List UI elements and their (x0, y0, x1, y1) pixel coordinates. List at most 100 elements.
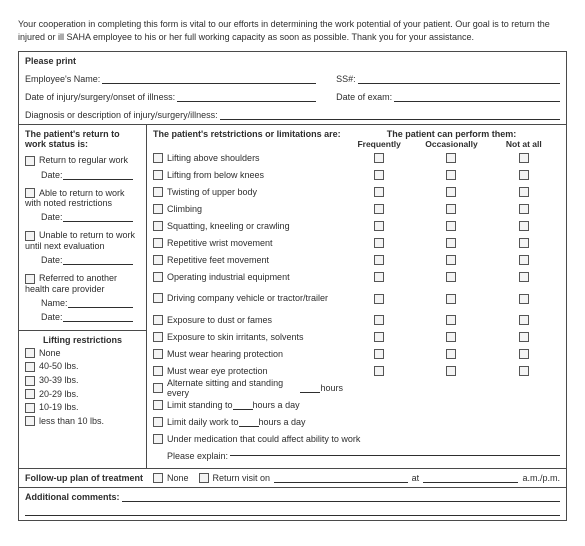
ssn-input[interactable] (358, 83, 560, 84)
lift-label: None (39, 348, 61, 358)
restriction-cb[interactable] (153, 332, 163, 342)
restriction-cb[interactable] (153, 204, 163, 214)
perf-cb[interactable] (374, 187, 384, 197)
restriction-cb[interactable] (153, 349, 163, 359)
perf-cell (488, 152, 560, 163)
perf-cb[interactable] (446, 332, 456, 342)
perf-cb[interactable] (446, 221, 456, 231)
perf-cb[interactable] (519, 366, 529, 376)
perf-cb[interactable] (446, 366, 456, 376)
status-label: Able to return to work with noted restri… (25, 188, 125, 209)
return-date-input[interactable] (274, 482, 408, 483)
lift-cb-2[interactable] (25, 376, 35, 386)
perf-cb[interactable] (519, 349, 529, 359)
perf-cb[interactable] (519, 204, 529, 214)
restriction-cb[interactable] (153, 187, 163, 197)
perf-cb[interactable] (446, 153, 456, 163)
restr-limit-stand: Limit standing to hours a day (153, 396, 560, 413)
intro-text: Your cooperation in completing this form… (18, 18, 567, 43)
perf-cb[interactable] (374, 349, 384, 359)
status-cb-0[interactable] (25, 156, 35, 166)
date-exam-input[interactable] (394, 101, 560, 102)
lift-cb-3[interactable] (25, 389, 35, 399)
restriction-cb[interactable] (153, 238, 163, 248)
perf-cb[interactable] (374, 255, 384, 265)
perf-cb[interactable] (519, 153, 529, 163)
lift-cb-5[interactable] (25, 416, 35, 426)
perf-cb[interactable] (446, 170, 456, 180)
lift-cb-1[interactable] (25, 362, 35, 372)
status-item: Return to regular work Date: (25, 155, 140, 180)
restriction-row: Climbing (153, 200, 560, 217)
perf-cb[interactable] (374, 315, 384, 325)
perf-cb[interactable] (446, 255, 456, 265)
perf-cb[interactable] (374, 294, 384, 304)
perf-cb[interactable] (519, 187, 529, 197)
perf-cb[interactable] (519, 332, 529, 342)
lift-cb-4[interactable] (25, 403, 35, 413)
restriction-cb[interactable] (153, 272, 163, 282)
please-explain-input[interactable] (230, 455, 560, 456)
restr-cb-undermed[interactable] (153, 434, 163, 444)
perf-cb[interactable] (519, 221, 529, 231)
restr-limit-work: Limit daily work to hours a day (153, 413, 560, 430)
restriction-cb[interactable] (153, 366, 163, 376)
perf-cb[interactable] (374, 332, 384, 342)
restriction-cb[interactable] (153, 170, 163, 180)
status-date-input[interactable] (63, 179, 133, 180)
perf-cb[interactable] (519, 238, 529, 248)
followup-return-cb[interactable] (199, 473, 209, 483)
perf-cb[interactable] (519, 170, 529, 180)
restriction-row: Must wear hearing protection (153, 345, 560, 362)
diagnosis-input[interactable] (220, 119, 560, 120)
perf-cb[interactable] (446, 294, 456, 304)
alt-sit-input[interactable] (300, 383, 320, 393)
perf-cell (343, 254, 415, 265)
perf-cb[interactable] (519, 294, 529, 304)
restriction-cb[interactable] (153, 315, 163, 325)
perf-cb[interactable] (446, 238, 456, 248)
restr-cb-limitwork[interactable] (153, 417, 163, 427)
status-cb-1[interactable] (25, 188, 35, 198)
restriction-cb[interactable] (153, 255, 163, 265)
header-section: Please print Employee's Name: SS#: Date … (19, 52, 566, 124)
perf-cb[interactable] (446, 349, 456, 359)
restriction-cb[interactable] (153, 293, 163, 303)
status-date-input[interactable] (63, 264, 133, 265)
return-time-input[interactable] (423, 482, 518, 483)
perf-cb[interactable] (374, 238, 384, 248)
restriction-cb[interactable] (153, 221, 163, 231)
perf-cb[interactable] (446, 187, 456, 197)
perf-cb[interactable] (446, 272, 456, 282)
perf-cb[interactable] (374, 221, 384, 231)
status-cb-2[interactable] (25, 231, 35, 241)
perf-cb[interactable] (519, 315, 529, 325)
perf-cb[interactable] (519, 272, 529, 282)
perf-cb[interactable] (374, 153, 384, 163)
emp-name-input[interactable] (102, 83, 316, 84)
date-injury-input[interactable] (177, 101, 316, 102)
perf-cols (343, 169, 560, 180)
additional-input-2[interactable] (25, 502, 560, 516)
limit-work-input[interactable] (239, 417, 259, 427)
perf-cb[interactable] (374, 366, 384, 376)
limit-stand-input[interactable] (233, 400, 253, 410)
perf-cb[interactable] (374, 272, 384, 282)
status-date-input[interactable] (63, 221, 133, 222)
perf-cb[interactable] (519, 255, 529, 265)
restriction-cb[interactable] (153, 153, 163, 163)
perf-cb[interactable] (446, 204, 456, 214)
status-date-input[interactable] (63, 321, 133, 322)
perf-cb[interactable] (446, 315, 456, 325)
perf-cell (488, 237, 560, 248)
restr-cb-limitstand[interactable] (153, 400, 163, 410)
lift-cb-0[interactable] (25, 348, 35, 358)
restr-cb-altsit[interactable] (153, 383, 163, 393)
perf-cb[interactable] (374, 204, 384, 214)
perf-cell (488, 220, 560, 231)
perf-cell (488, 254, 560, 265)
status-name-input[interactable] (68, 307, 133, 308)
followup-none-cb[interactable] (153, 473, 163, 483)
perf-cb[interactable] (374, 170, 384, 180)
status-cb-3[interactable] (25, 274, 35, 284)
